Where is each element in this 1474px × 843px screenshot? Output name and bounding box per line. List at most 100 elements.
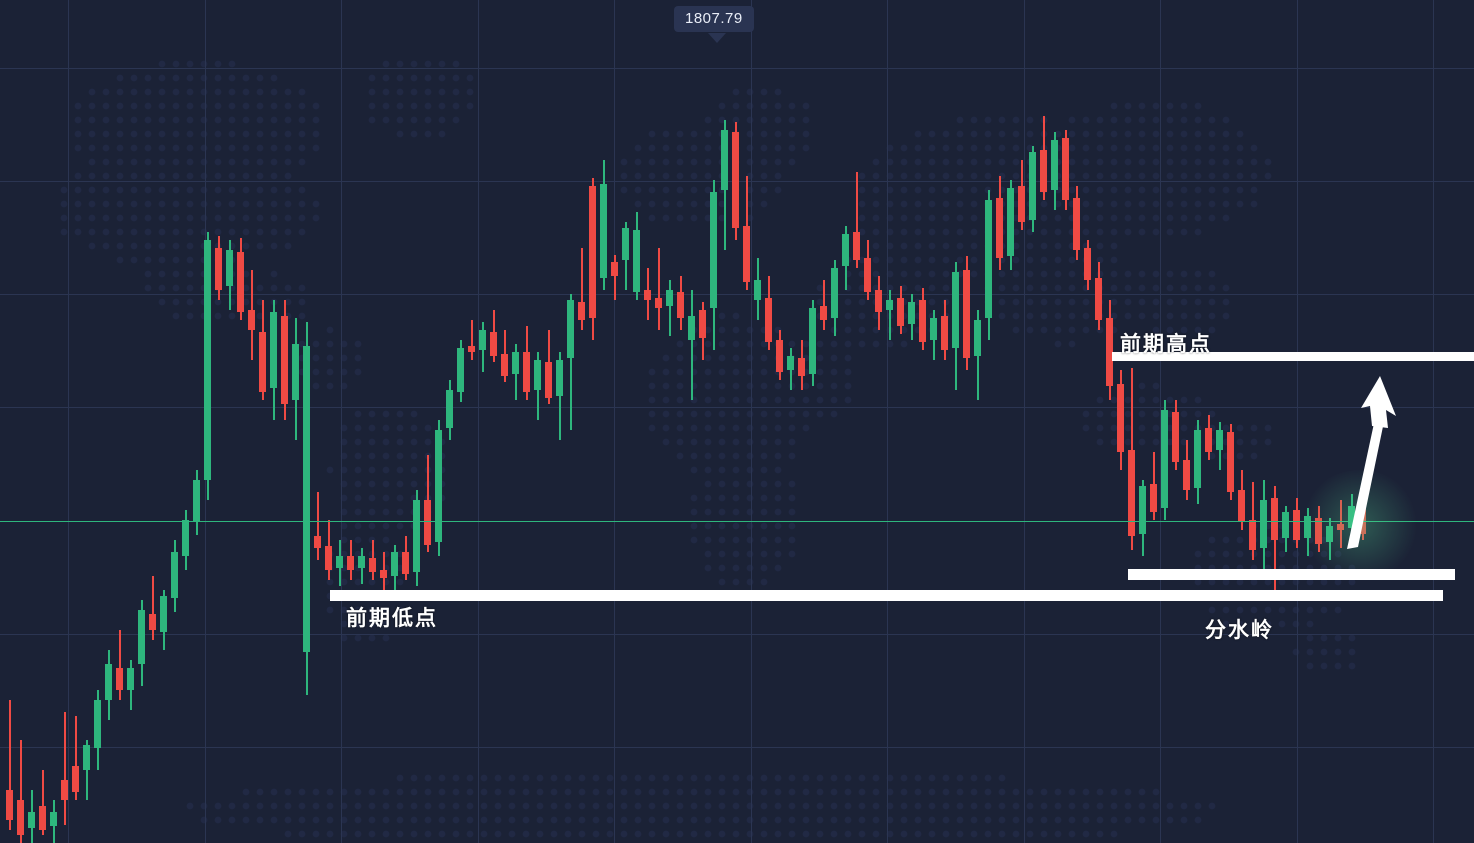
candle-body	[897, 298, 904, 326]
watershed-label: 分水岭	[1205, 617, 1274, 642]
candle-body	[908, 302, 915, 324]
previous-low-label: 前期低点	[346, 605, 438, 630]
candle-body	[578, 302, 585, 320]
candle-body	[116, 668, 123, 690]
candle-body	[1282, 512, 1289, 538]
candle-body	[1029, 152, 1036, 220]
candle-body	[930, 318, 937, 340]
candle-body	[523, 352, 530, 392]
candle-body	[17, 800, 24, 835]
current-price-line	[0, 521, 1474, 522]
candle-body	[149, 614, 156, 630]
candle-body	[1106, 318, 1113, 386]
candle-body	[864, 258, 871, 292]
candle-body	[1227, 432, 1234, 492]
candle-body	[666, 290, 673, 306]
candle-body	[83, 745, 90, 770]
candle-body	[1128, 450, 1135, 536]
previous-low-level-bar	[330, 590, 1443, 601]
candle-body	[369, 558, 376, 572]
candle-wick	[42, 770, 44, 835]
candle-body	[732, 132, 739, 228]
candle-body	[1216, 430, 1223, 450]
candle-body	[743, 226, 750, 282]
candle-body	[490, 332, 497, 356]
candle-body	[28, 812, 35, 828]
candle-wick	[823, 280, 825, 330]
candle-body	[281, 316, 288, 404]
candle-body	[655, 298, 662, 308]
candle-wick	[119, 630, 121, 700]
candle-body	[391, 552, 398, 576]
candle-body	[1194, 430, 1201, 488]
candle-body	[754, 280, 761, 300]
candle-wick	[9, 700, 11, 830]
candle-body	[160, 596, 167, 632]
candle-body	[1007, 188, 1014, 256]
candle-body	[105, 664, 112, 700]
candle-body	[1139, 486, 1146, 534]
candle-body	[424, 500, 431, 545]
candle-body	[798, 358, 805, 376]
candle-body	[479, 330, 486, 350]
candle-body	[545, 362, 552, 398]
candle-body	[1326, 526, 1333, 542]
candle-body	[985, 200, 992, 318]
candle-body	[1205, 428, 1212, 452]
candle-body	[468, 346, 475, 352]
candle-body	[347, 556, 354, 570]
candle-body	[1095, 278, 1102, 320]
candle-body	[721, 130, 728, 190]
price-tag-pointer	[708, 33, 726, 43]
candle-body	[39, 806, 46, 830]
candle-body	[270, 312, 277, 388]
candle-wick	[471, 320, 473, 360]
candle-body	[622, 228, 629, 260]
candle-body	[1238, 490, 1245, 522]
candle-body	[853, 232, 860, 260]
candle-body	[215, 248, 222, 290]
price-tag-label: 1807.79	[674, 6, 754, 32]
candle-body	[501, 354, 508, 376]
candle-wick	[614, 255, 616, 300]
candle-body	[1249, 520, 1256, 550]
candle-body	[237, 252, 244, 312]
candle-body	[952, 272, 959, 348]
candle-body	[611, 262, 618, 276]
candle-body	[402, 552, 409, 574]
candle-wick	[889, 290, 891, 340]
candle-body	[941, 316, 948, 350]
candle-body	[435, 430, 442, 542]
candle-body	[1117, 384, 1124, 452]
candle-body	[94, 700, 101, 748]
candle-body	[589, 186, 596, 318]
candle-body	[204, 240, 211, 480]
candle-body	[886, 300, 893, 310]
candle-wick	[1274, 486, 1276, 595]
candle-body	[765, 298, 772, 342]
candle-body	[600, 184, 607, 278]
candle-body	[1150, 484, 1157, 512]
watershed-level-bar	[1128, 569, 1455, 580]
candle-body	[787, 356, 794, 370]
candle-wick	[317, 492, 319, 560]
candle-body	[1040, 150, 1047, 192]
candle-body	[996, 198, 1003, 258]
candle-wick	[669, 280, 671, 336]
candle-body	[413, 500, 420, 572]
candle-body	[567, 300, 574, 358]
candle-wick	[64, 712, 66, 825]
candle-body	[171, 552, 178, 598]
candle-wick	[75, 716, 77, 800]
candle-body	[446, 390, 453, 428]
candle-body	[1260, 500, 1267, 548]
candle-body	[292, 344, 299, 400]
candle-wick	[691, 290, 693, 400]
candle-wick	[20, 740, 22, 843]
candle-body	[820, 306, 827, 320]
candle-body	[50, 812, 57, 826]
candle-body	[1304, 516, 1311, 538]
candle-body	[336, 556, 343, 568]
